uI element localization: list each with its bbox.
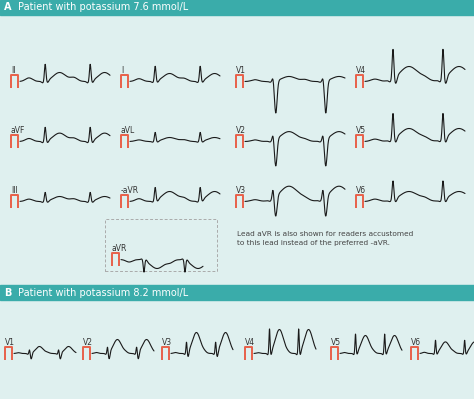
Text: V1: V1 [5, 338, 15, 347]
Text: II: II [11, 66, 16, 75]
Text: Lead aVR is also shown for readers accustomed
to this lead instead of the prefer: Lead aVR is also shown for readers accus… [237, 231, 413, 247]
Text: I: I [121, 66, 123, 75]
Text: V5: V5 [331, 338, 341, 347]
Text: Patient with potassium 8.2 mmol/L: Patient with potassium 8.2 mmol/L [18, 288, 188, 298]
Text: aVL: aVL [121, 126, 135, 135]
Text: B: B [4, 288, 11, 298]
Text: III: III [11, 186, 18, 195]
Text: aVF: aVF [11, 126, 26, 135]
Bar [0, 285, 474, 300]
Text: Patient with potassium 7.6 mmol/L: Patient with potassium 7.6 mmol/L [18, 2, 188, 12]
Text: V5: V5 [356, 126, 366, 135]
Text: V4: V4 [356, 66, 366, 75]
Text: aVR: aVR [112, 244, 128, 253]
Bar [105, 219, 217, 271]
Text: V2: V2 [236, 126, 246, 135]
Text: V2: V2 [83, 338, 93, 347]
Text: A: A [4, 2, 11, 12]
Text: V3: V3 [162, 338, 172, 347]
Bar [0, 0, 474, 15]
Text: V1: V1 [236, 66, 246, 75]
Text: -aVR: -aVR [121, 186, 139, 195]
Text: V4: V4 [245, 338, 255, 347]
Text: V6: V6 [356, 186, 366, 195]
Text: V3: V3 [236, 186, 246, 195]
Text: V6: V6 [411, 338, 421, 347]
